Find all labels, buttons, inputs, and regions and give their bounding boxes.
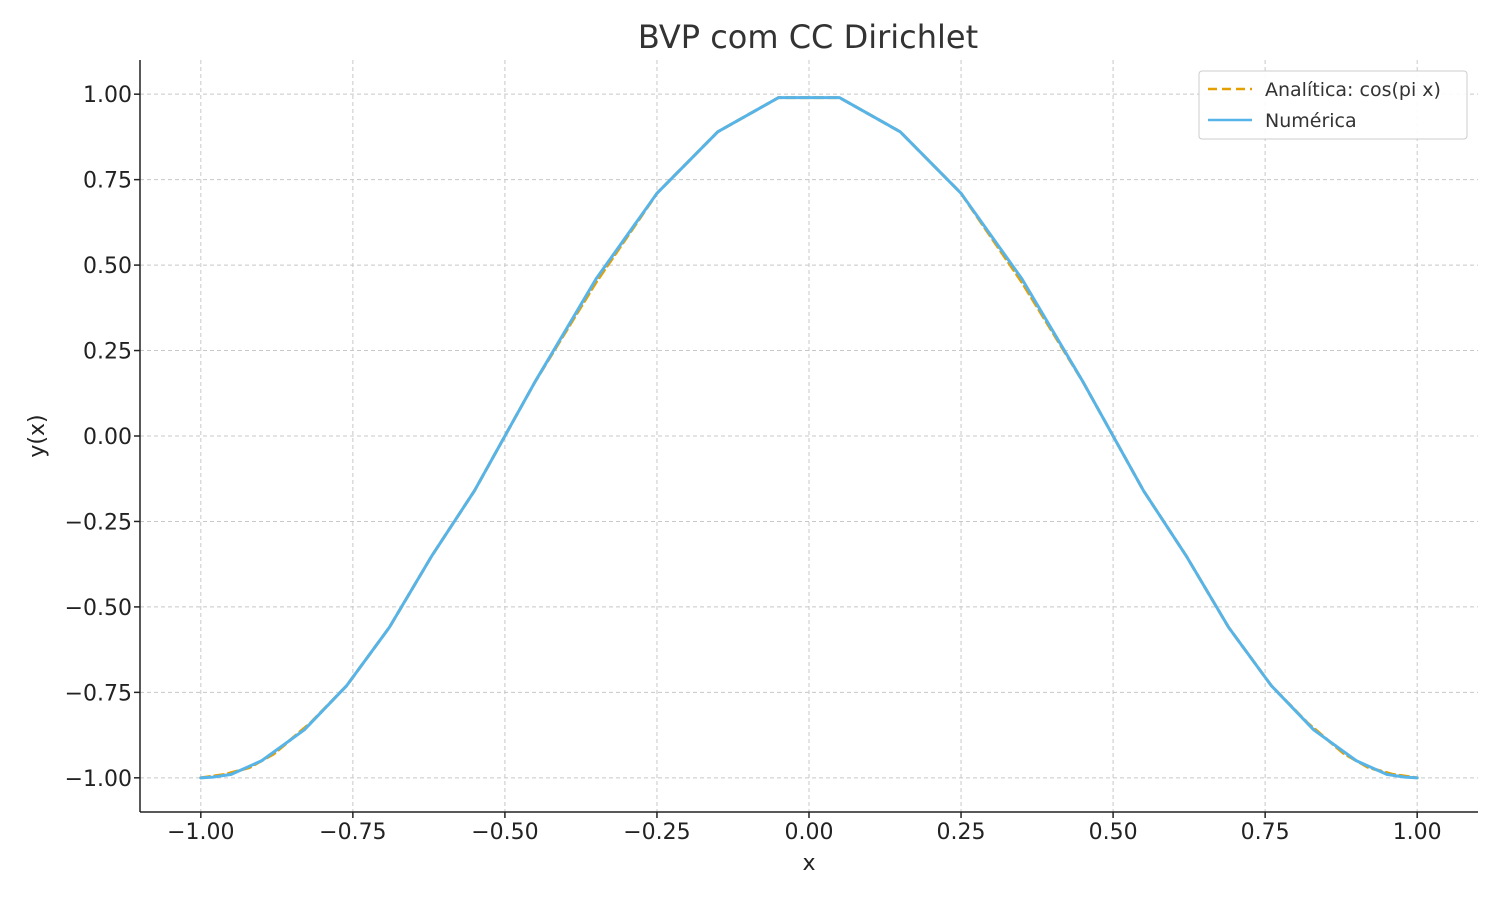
y-tick-label: 0.75 — [83, 169, 132, 194]
x-ticks: −1.00 −0.75 −0.50 −0.25 0.00 0.25 0.50 0.75 1.00 — [167, 812, 1442, 845]
y-tick-label: 0.00 — [83, 425, 132, 450]
grid — [140, 60, 1478, 812]
chart-title: BVP com CC Dirichlet — [638, 18, 978, 56]
x-axis-label: x — [802, 851, 815, 876]
x-tick-label: −0.75 — [319, 820, 386, 845]
x-tick-label: 1.00 — [1393, 820, 1442, 845]
x-tick-label: −0.50 — [471, 820, 538, 845]
x-tick-label: 0.25 — [937, 820, 986, 845]
x-tick-label: 0.50 — [1089, 820, 1138, 845]
plot-area — [199, 96, 1419, 780]
legend-box — [1198, 70, 1468, 140]
y-tick-label: −0.50 — [65, 596, 132, 621]
legend: Analítica: cos(pi x) Numérica — [1198, 70, 1468, 140]
x-tick-label: 0.75 — [1241, 820, 1290, 845]
y-tick-label: −1.00 — [65, 767, 132, 792]
x-tick-label: −0.25 — [623, 820, 690, 845]
y-tick-label: −0.25 — [65, 510, 132, 535]
x-tick-label: 0.00 — [785, 820, 834, 845]
series-line-numeric — [199, 96, 1419, 780]
y-axis-label: y(x) — [25, 414, 50, 457]
x-tick-label: −1.00 — [167, 820, 234, 845]
y-tick-label: −0.75 — [65, 681, 132, 706]
legend-label-numeric: Numérica — [1265, 110, 1357, 132]
y-tick-label: 0.50 — [83, 254, 132, 279]
y-ticks: 1.00 0.75 0.50 0.25 0.00 −0.25 −0.50 −0.75 −1.00 — [65, 83, 140, 792]
series-line-analytic — [199, 96, 1419, 780]
y-tick-label: 1.00 — [83, 83, 132, 108]
legend-label-analytic: Analítica: cos(pi x) — [1265, 79, 1441, 101]
y-tick-label: 0.25 — [83, 340, 132, 365]
